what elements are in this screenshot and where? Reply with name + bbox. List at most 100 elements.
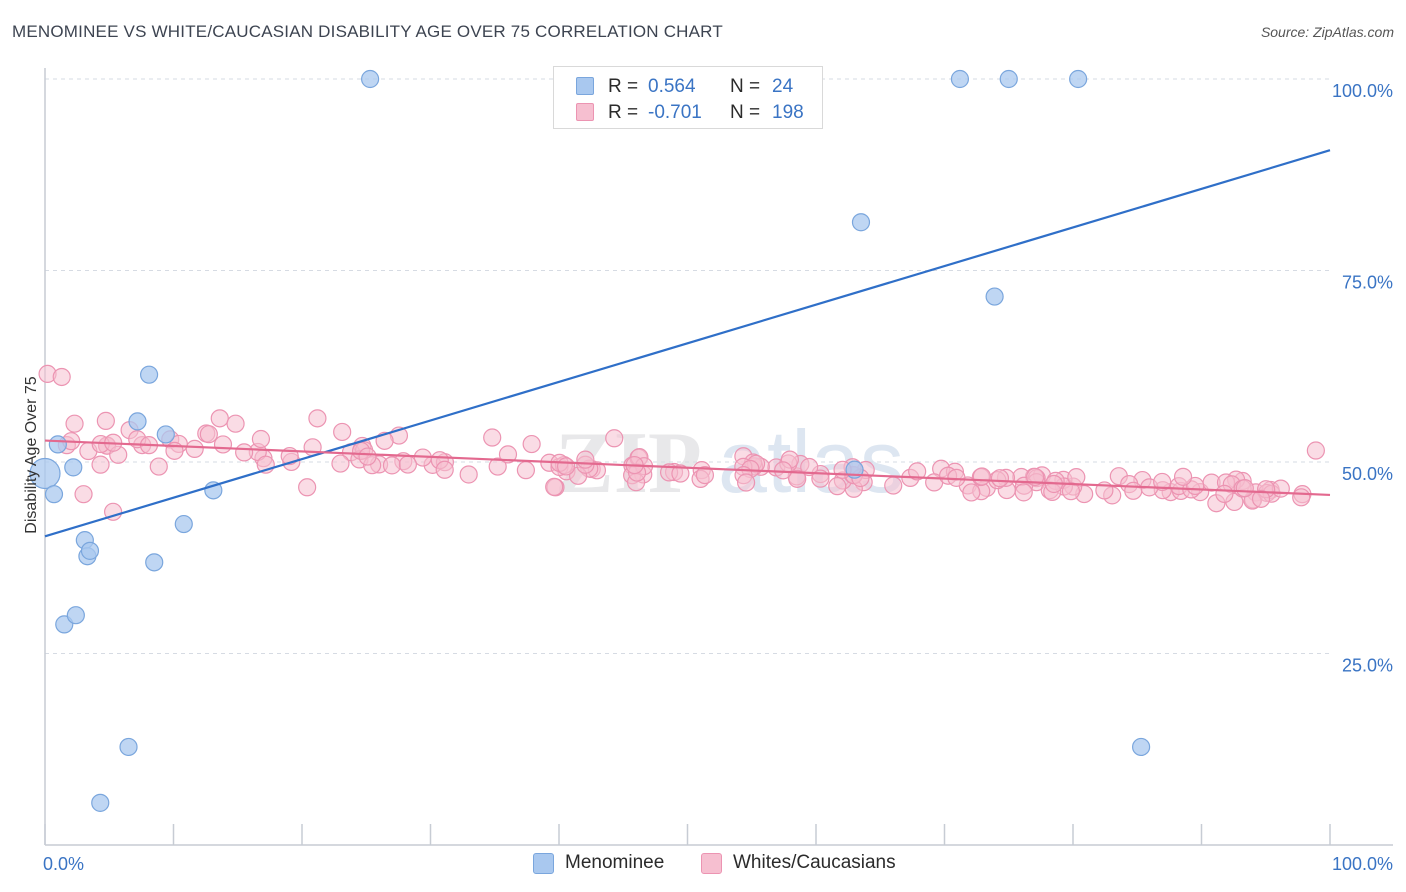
whites-point	[1061, 482, 1081, 501]
source-label: Source: ZipAtlas.com	[1260, 24, 1394, 40]
whites-point	[800, 457, 819, 477]
whites-point	[382, 456, 402, 475]
r-value: -0.701	[648, 102, 702, 123]
r-value: 0.564	[648, 76, 696, 97]
whites-point	[65, 414, 84, 433]
whites-point	[788, 469, 807, 488]
menominee-point	[999, 69, 1018, 89]
whites-point	[671, 464, 690, 483]
whites-point	[516, 461, 535, 480]
whites-point	[962, 483, 981, 502]
menominee-swatch	[533, 853, 554, 874]
whites-point	[498, 445, 518, 464]
menominee-point	[950, 69, 970, 89]
menominee-point	[985, 287, 1004, 306]
whites-point	[488, 457, 507, 476]
menominee-point	[145, 553, 164, 572]
menominee-point	[64, 458, 83, 477]
whites-point	[435, 460, 454, 479]
whites-point	[149, 457, 168, 476]
whites-point	[1124, 481, 1143, 500]
whites-point	[459, 465, 478, 484]
y-axis-label: Disability Age Over 75	[23, 376, 40, 534]
legend-label: Whites/Caucasians	[733, 852, 896, 873]
whites-point	[398, 455, 417, 474]
whites-point	[210, 409, 229, 428]
menominee-point	[1069, 69, 1088, 89]
legend-label: Menominee	[565, 852, 665, 873]
x-tick-label: 0.0%	[43, 854, 84, 874]
menominee-point	[174, 514, 193, 534]
chart-title: MENOMINEE VS WHITE/CAUCASIAN DISABILITY …	[12, 22, 723, 41]
tick-labels: 25.0% 50.0% 75.0% 100.0% 0.0% 100.0%	[43, 81, 1393, 874]
y-tick-label: 25.0%	[1342, 656, 1393, 676]
menominee-points	[29, 69, 1151, 812]
y-tick-label: 100.0%	[1332, 81, 1393, 101]
r-label: R =	[608, 76, 639, 97]
whites-point	[298, 478, 317, 497]
menominee-point	[361, 69, 380, 89]
menominee-point	[66, 606, 85, 625]
whites-point	[972, 467, 991, 486]
trend-lines	[44, 149, 1331, 538]
whites-point	[1173, 467, 1193, 486]
whites-point	[185, 439, 204, 458]
y-tick-label: 50.0%	[1342, 464, 1393, 484]
y-tick-label: 75.0%	[1342, 273, 1393, 293]
n-label: N =	[730, 76, 761, 97]
whites-point	[483, 428, 502, 447]
series-legend: Menominee Whites/Caucasians	[0, 852, 1406, 878]
menominee-point	[80, 541, 100, 560]
whites-point	[358, 447, 377, 466]
menominee-point	[48, 435, 67, 454]
whites-point	[737, 473, 756, 492]
menominee-trend-line	[44, 149, 1331, 538]
whites-point	[251, 429, 271, 449]
whites-point	[199, 425, 218, 444]
whites-point	[556, 457, 576, 476]
whites-trend-line	[44, 439, 1331, 497]
whites-point	[333, 422, 352, 442]
menominee-point	[29, 457, 61, 490]
whites-point	[91, 455, 110, 474]
whites-point	[1306, 441, 1325, 460]
n-label: N =	[730, 102, 761, 123]
menominee-point	[91, 793, 110, 812]
whites-point	[331, 454, 350, 473]
axes	[44, 68, 1393, 846]
whites-point	[990, 469, 1010, 488]
whites-point	[1292, 488, 1311, 507]
menominee-point	[119, 737, 138, 757]
whites-point	[1014, 483, 1033, 502]
whites-swatch	[701, 853, 722, 874]
menominee-point	[128, 412, 147, 431]
menominee-point	[139, 365, 159, 384]
whites-point	[884, 476, 903, 495]
whites-point	[1235, 479, 1254, 498]
n-value: 24	[772, 76, 794, 97]
whites-point	[1153, 472, 1172, 492]
menominee-point	[1132, 737, 1151, 757]
whites-point	[1215, 484, 1234, 503]
whites-point	[308, 409, 327, 428]
whites-point	[1251, 489, 1271, 508]
whites-point	[605, 429, 624, 448]
menominee-swatch	[576, 77, 594, 95]
whites-point	[576, 450, 595, 469]
n-value: 198	[772, 102, 804, 123]
whites-point	[74, 485, 93, 504]
r-label: R =	[608, 102, 639, 123]
whites-point	[235, 443, 254, 462]
whites-point	[908, 462, 927, 481]
whites-point	[695, 465, 715, 485]
stats-legend: R = 0.564 N = 24 R = -0.701 N = 198	[553, 66, 823, 129]
whites-point	[96, 411, 115, 430]
whites-point	[774, 461, 793, 480]
whites-point	[522, 434, 541, 454]
whites-point	[213, 435, 233, 454]
x-tick-label: 100.0%	[1332, 854, 1393, 874]
menominee-point	[851, 213, 871, 232]
whites-point	[52, 367, 71, 387]
whites-point	[828, 477, 847, 496]
